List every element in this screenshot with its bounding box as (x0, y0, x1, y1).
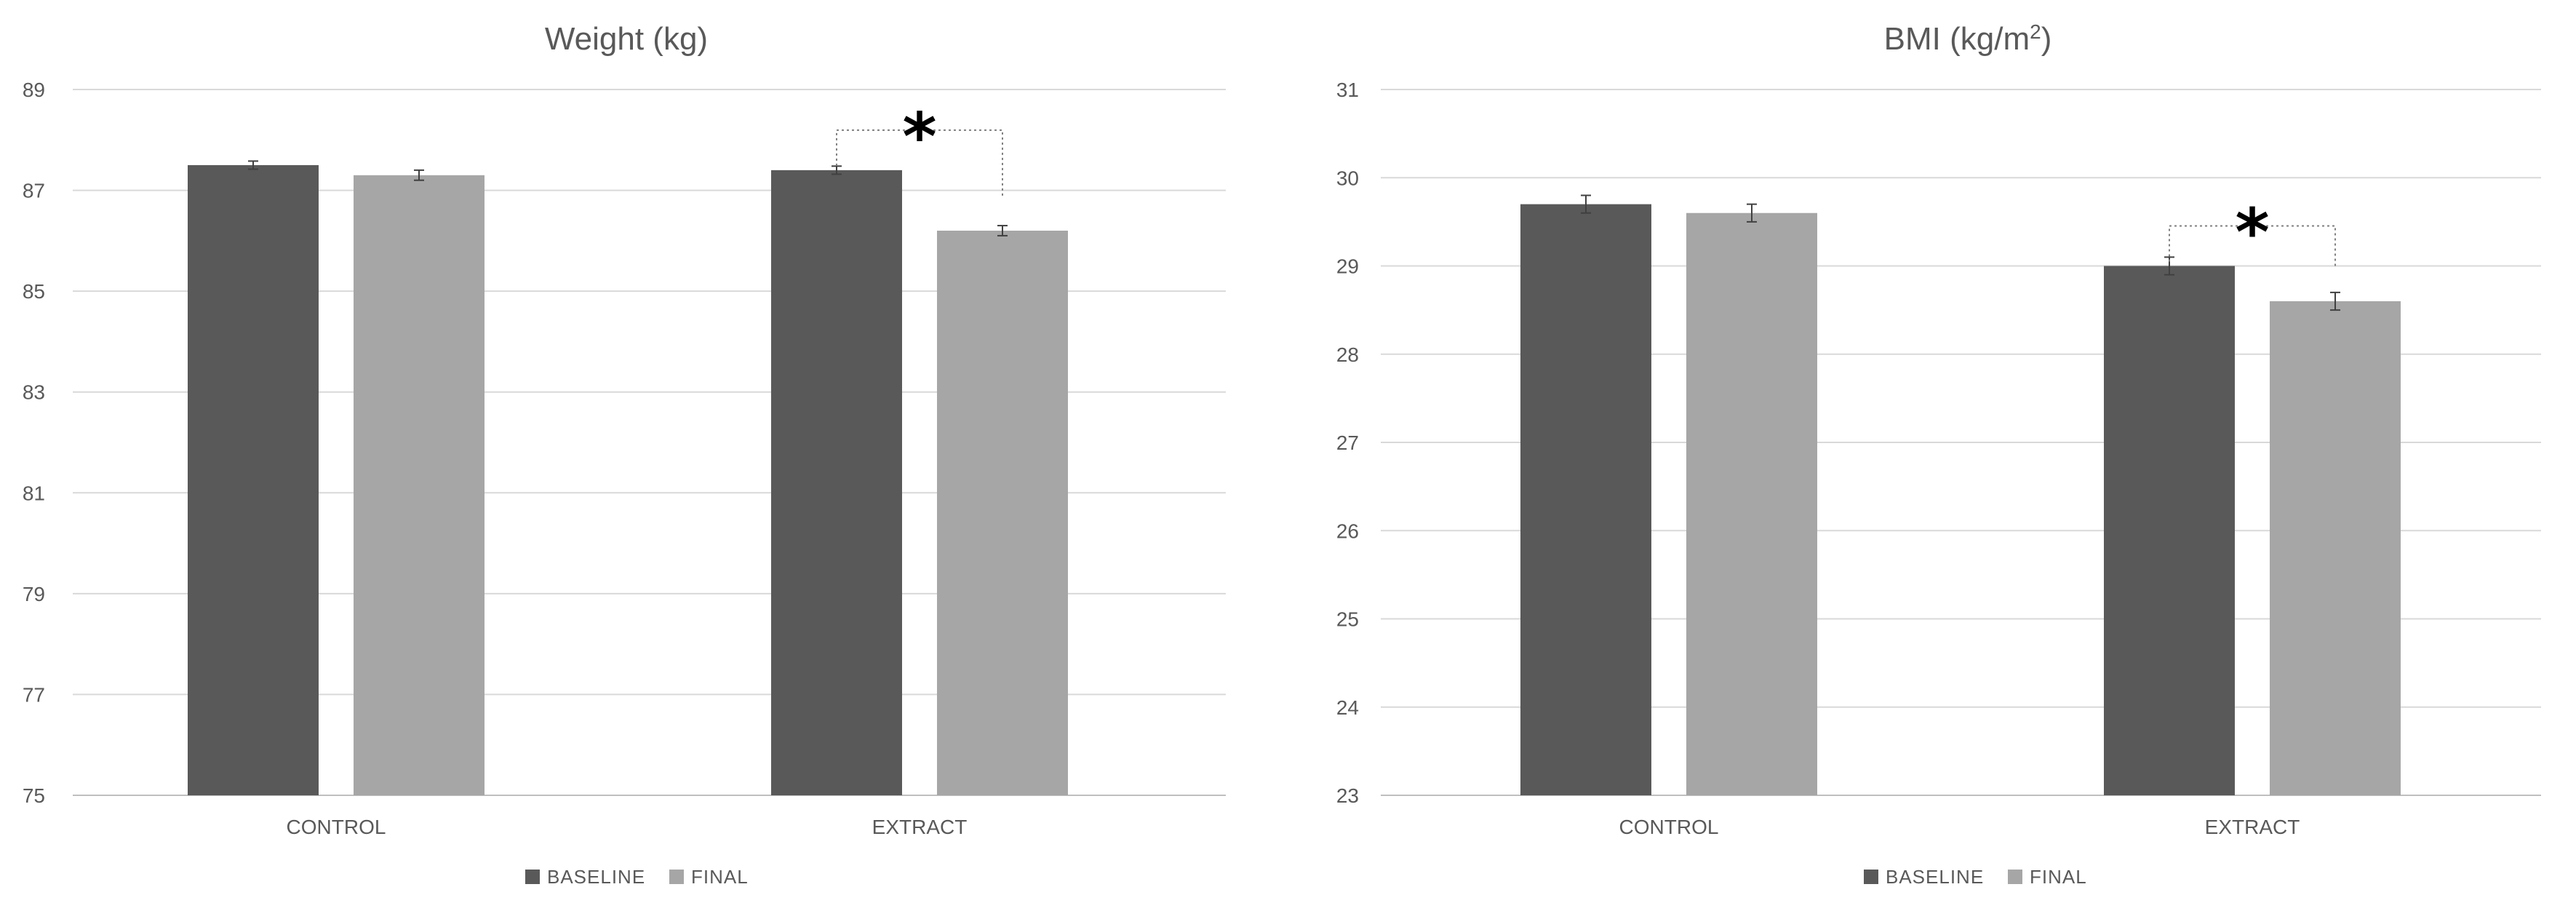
bar-control-baseline (1520, 204, 1651, 795)
chart-2: BMI (kg/m2) 23 24 25 26 27 28 29 30 31 CONTROL EXTR… (1336, 20, 2541, 888)
y-tick-label: 27 (1336, 431, 1359, 454)
bar-extract-final (937, 231, 1068, 795)
y-tick-label: 75 (23, 784, 45, 807)
x-category-label: EXTRACT (872, 816, 968, 838)
y-tick-label: 83 (23, 381, 45, 404)
chart-title: Weight (kg) (545, 21, 708, 57)
x-category-label: CONTROL (287, 816, 386, 838)
legend-swatch-final (2008, 870, 2022, 884)
y-tick-label: 31 (1336, 79, 1359, 101)
y-tick-label: 87 (23, 180, 45, 202)
chart-1: Weight (kg) 75 77 79 81 83 85 87 89 CONTROL EXTRAC… (23, 21, 1226, 888)
y-tick-label: 85 (23, 280, 45, 303)
bar-control-baseline (188, 164, 319, 795)
y-tick-label: 26 (1336, 520, 1359, 542)
y-tick-label: 23 (1336, 784, 1359, 807)
significance-bracket (2169, 225, 2336, 268)
legend-swatch-baseline (1864, 870, 1878, 884)
y-tick-label: 25 (1336, 608, 1359, 631)
x-category-label: CONTROL (1619, 816, 1719, 838)
bar-control-final (354, 175, 485, 796)
legend-label-baseline: BASELINE (547, 866, 645, 888)
chart-title-superscript: 2 (2030, 20, 2041, 43)
significance-star: * (2235, 195, 2269, 271)
y-tick-label: 28 (1336, 343, 1359, 366)
bar-extract-baseline (771, 170, 902, 795)
chart-title-end: ) (2041, 21, 2052, 57)
significance-star: * (902, 99, 936, 175)
y-tick-label: 29 (1336, 255, 1359, 278)
bar-control-final (1686, 212, 1817, 795)
y-tick-label: 89 (23, 79, 45, 101)
y-tick-label: 81 (23, 482, 45, 504)
y-tick-label: 79 (23, 583, 45, 605)
legend-label-final: FINAL (691, 866, 749, 888)
chart-title: BMI (kg/m2) (1884, 20, 2052, 57)
legend-label-baseline: BASELINE (1886, 866, 1984, 888)
y-tick-label: 30 (1336, 167, 1359, 189)
bar-extract-final (2270, 301, 2401, 795)
significance-bracket (836, 129, 1003, 198)
y-tick-label: 24 (1336, 696, 1359, 719)
x-category-label: EXTRACT (2205, 816, 2300, 838)
bar-extract-baseline (2104, 266, 2235, 795)
legend-label-final: FINAL (2030, 866, 2087, 888)
y-tick-label: 77 (23, 683, 45, 706)
legend-swatch-final (669, 870, 684, 884)
legend-swatch-baseline (525, 870, 540, 884)
